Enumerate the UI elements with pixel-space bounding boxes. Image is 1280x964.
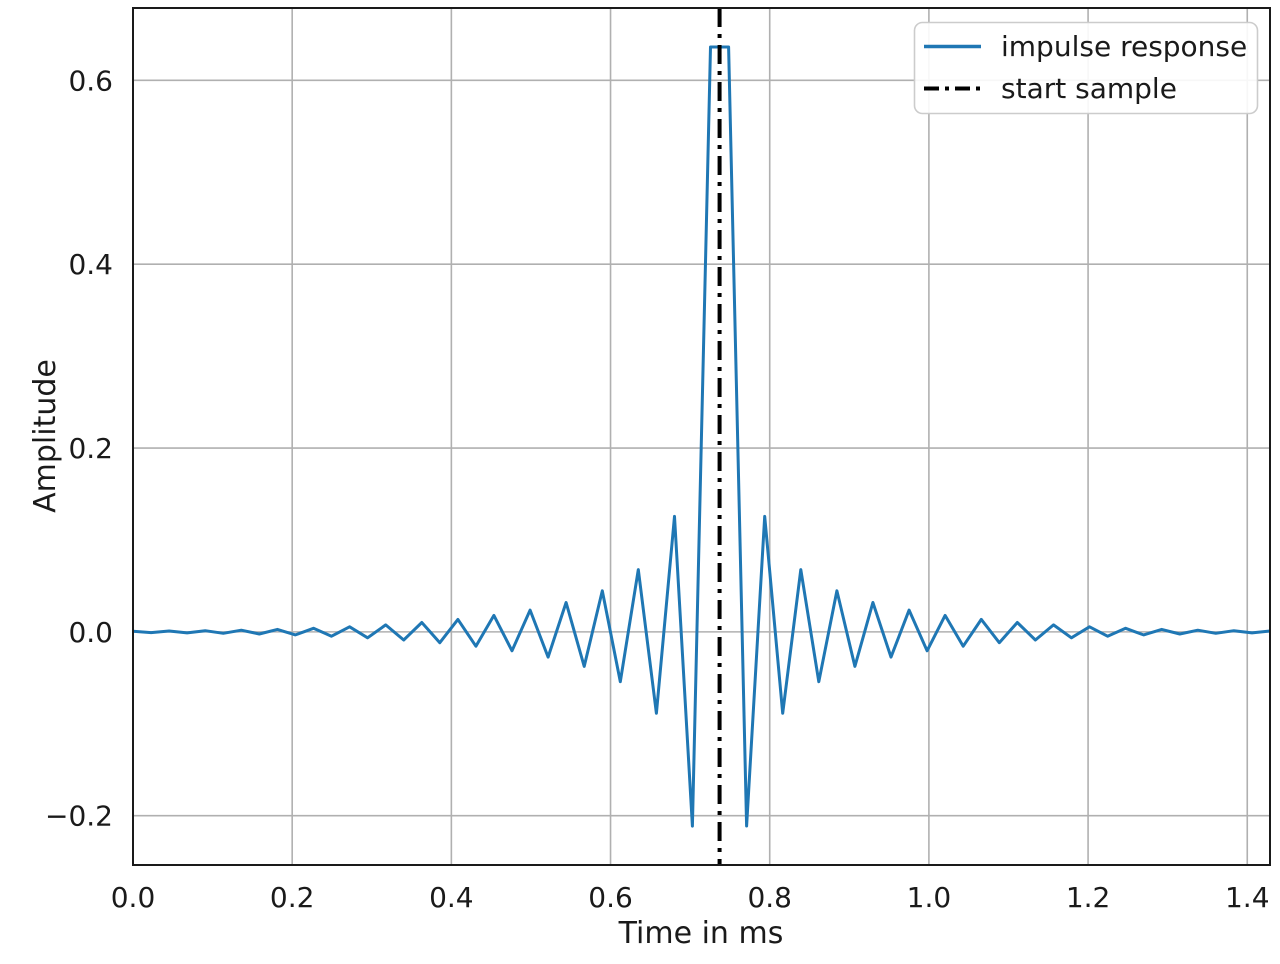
axes-spines [132, 7, 1271, 866]
x-tick-label: 1.4 [1225, 881, 1270, 914]
x-tick-label: 0.8 [747, 881, 792, 914]
y-tick-labels: 0.6 0.4 0.2 0.0 −0.2 [45, 64, 113, 832]
legend-label-start-sample: start sample [1001, 72, 1177, 105]
y-tick-label: −0.2 [45, 800, 113, 833]
y-axis-label: Amplitude [28, 359, 63, 513]
x-tick-label: 1.2 [1066, 881, 1111, 914]
x-tick-label: 0.4 [429, 881, 474, 914]
x-tick-label: 0.2 [270, 881, 315, 914]
x-tick-label: 1.0 [907, 881, 952, 914]
x-axis-label: Time in ms [618, 916, 784, 951]
y-tick-label: 0.6 [68, 64, 113, 97]
legend: impulse response start sample [913, 21, 1259, 115]
impulse-response-line [132, 45, 1271, 828]
y-tick-label: 0.0 [68, 616, 113, 649]
legend-label-impulse-response: impulse response [1001, 30, 1247, 63]
legend-box [913, 21, 1259, 115]
x-tick-labels: 0.0 0.2 0.4 0.6 0.8 1.0 1.2 1.4 [111, 881, 1270, 914]
x-tick-label: 0.6 [588, 881, 633, 914]
y-tick-label: 0.4 [68, 248, 113, 281]
y-tick-label: 0.2 [68, 432, 113, 465]
x-tick-label: 0.0 [111, 881, 156, 914]
